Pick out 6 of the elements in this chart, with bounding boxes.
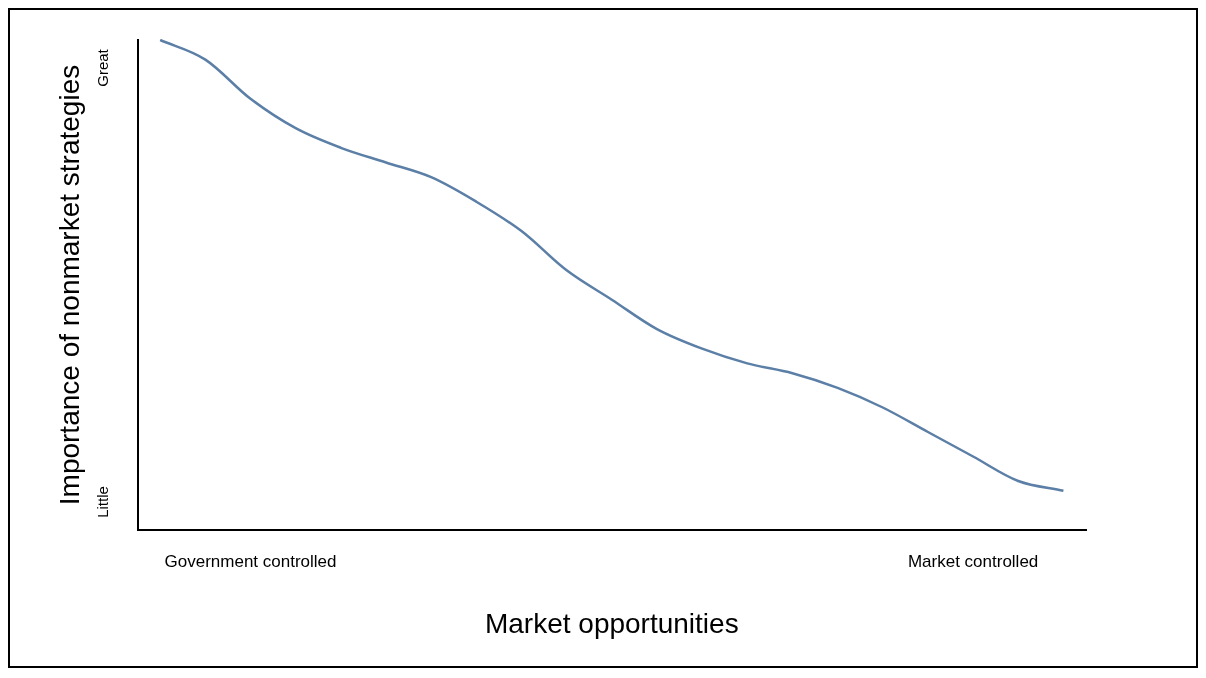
- x-axis-title: Market opportunities: [484, 607, 739, 639]
- x-tick-label: Government controlled: [164, 551, 337, 571]
- y-axis-title: Importance of nonmarket strategies: [53, 64, 85, 506]
- text: Little: [93, 486, 111, 518]
- x-tick-label: Market controlled: [907, 551, 1039, 571]
- text: Great: [93, 48, 111, 87]
